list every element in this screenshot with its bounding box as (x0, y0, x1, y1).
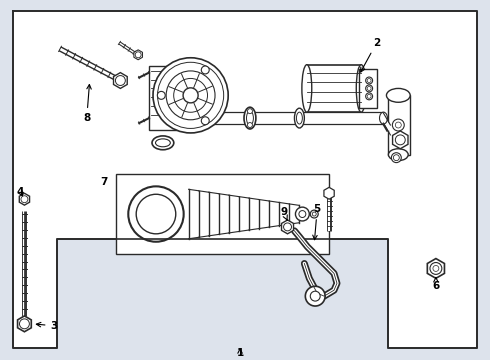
Polygon shape (114, 73, 127, 89)
Text: 9: 9 (280, 207, 287, 220)
Polygon shape (13, 11, 477, 347)
Polygon shape (324, 187, 334, 199)
Polygon shape (18, 316, 31, 332)
Bar (307, 65, 361, 112)
Ellipse shape (312, 212, 316, 216)
Circle shape (136, 194, 176, 234)
Bar (359, 69, 377, 108)
Circle shape (135, 52, 141, 58)
Circle shape (201, 117, 209, 125)
Ellipse shape (152, 136, 174, 150)
Polygon shape (392, 131, 408, 149)
Polygon shape (134, 50, 143, 60)
Text: 6: 6 (432, 278, 440, 291)
Circle shape (166, 71, 215, 120)
Circle shape (367, 78, 371, 82)
Ellipse shape (310, 210, 318, 218)
Text: 4: 4 (17, 187, 24, 197)
Text: 1: 1 (237, 347, 244, 357)
Ellipse shape (389, 149, 408, 161)
Ellipse shape (172, 112, 180, 124)
Text: 2: 2 (361, 38, 380, 72)
Circle shape (367, 94, 371, 98)
Ellipse shape (246, 111, 253, 125)
Ellipse shape (302, 65, 312, 112)
Circle shape (305, 286, 325, 306)
Circle shape (366, 85, 372, 92)
Bar (176, 112, 384, 124)
Ellipse shape (294, 108, 304, 128)
Circle shape (430, 262, 442, 274)
Circle shape (21, 196, 28, 203)
Ellipse shape (356, 65, 366, 112)
Circle shape (393, 155, 399, 161)
Text: 5: 5 (313, 204, 321, 240)
Bar (117, 175, 329, 253)
Circle shape (392, 119, 404, 131)
Circle shape (366, 93, 372, 100)
Circle shape (201, 66, 209, 74)
Circle shape (433, 265, 439, 271)
Circle shape (173, 78, 207, 112)
Circle shape (395, 135, 405, 145)
Text: 8: 8 (83, 85, 91, 123)
Circle shape (153, 58, 228, 133)
Circle shape (157, 62, 223, 129)
Text: 3: 3 (36, 321, 58, 331)
Circle shape (157, 91, 165, 99)
Polygon shape (19, 193, 29, 205)
Polygon shape (282, 220, 294, 234)
Ellipse shape (155, 139, 171, 147)
Polygon shape (427, 258, 444, 278)
Ellipse shape (380, 112, 388, 124)
Circle shape (284, 223, 292, 231)
Circle shape (392, 153, 401, 163)
Text: 7: 7 (100, 177, 107, 188)
Circle shape (20, 319, 29, 329)
Circle shape (116, 76, 125, 85)
Circle shape (366, 77, 372, 84)
Circle shape (247, 109, 252, 114)
Circle shape (310, 291, 320, 301)
Circle shape (395, 122, 401, 128)
Ellipse shape (387, 89, 410, 102)
Circle shape (367, 86, 371, 90)
Circle shape (183, 88, 198, 103)
Circle shape (128, 186, 184, 242)
Bar (149, 66, 177, 130)
Ellipse shape (244, 107, 256, 129)
Circle shape (295, 207, 309, 221)
Circle shape (247, 122, 252, 127)
Ellipse shape (296, 112, 302, 124)
Bar (389, 95, 410, 155)
Circle shape (299, 211, 306, 217)
